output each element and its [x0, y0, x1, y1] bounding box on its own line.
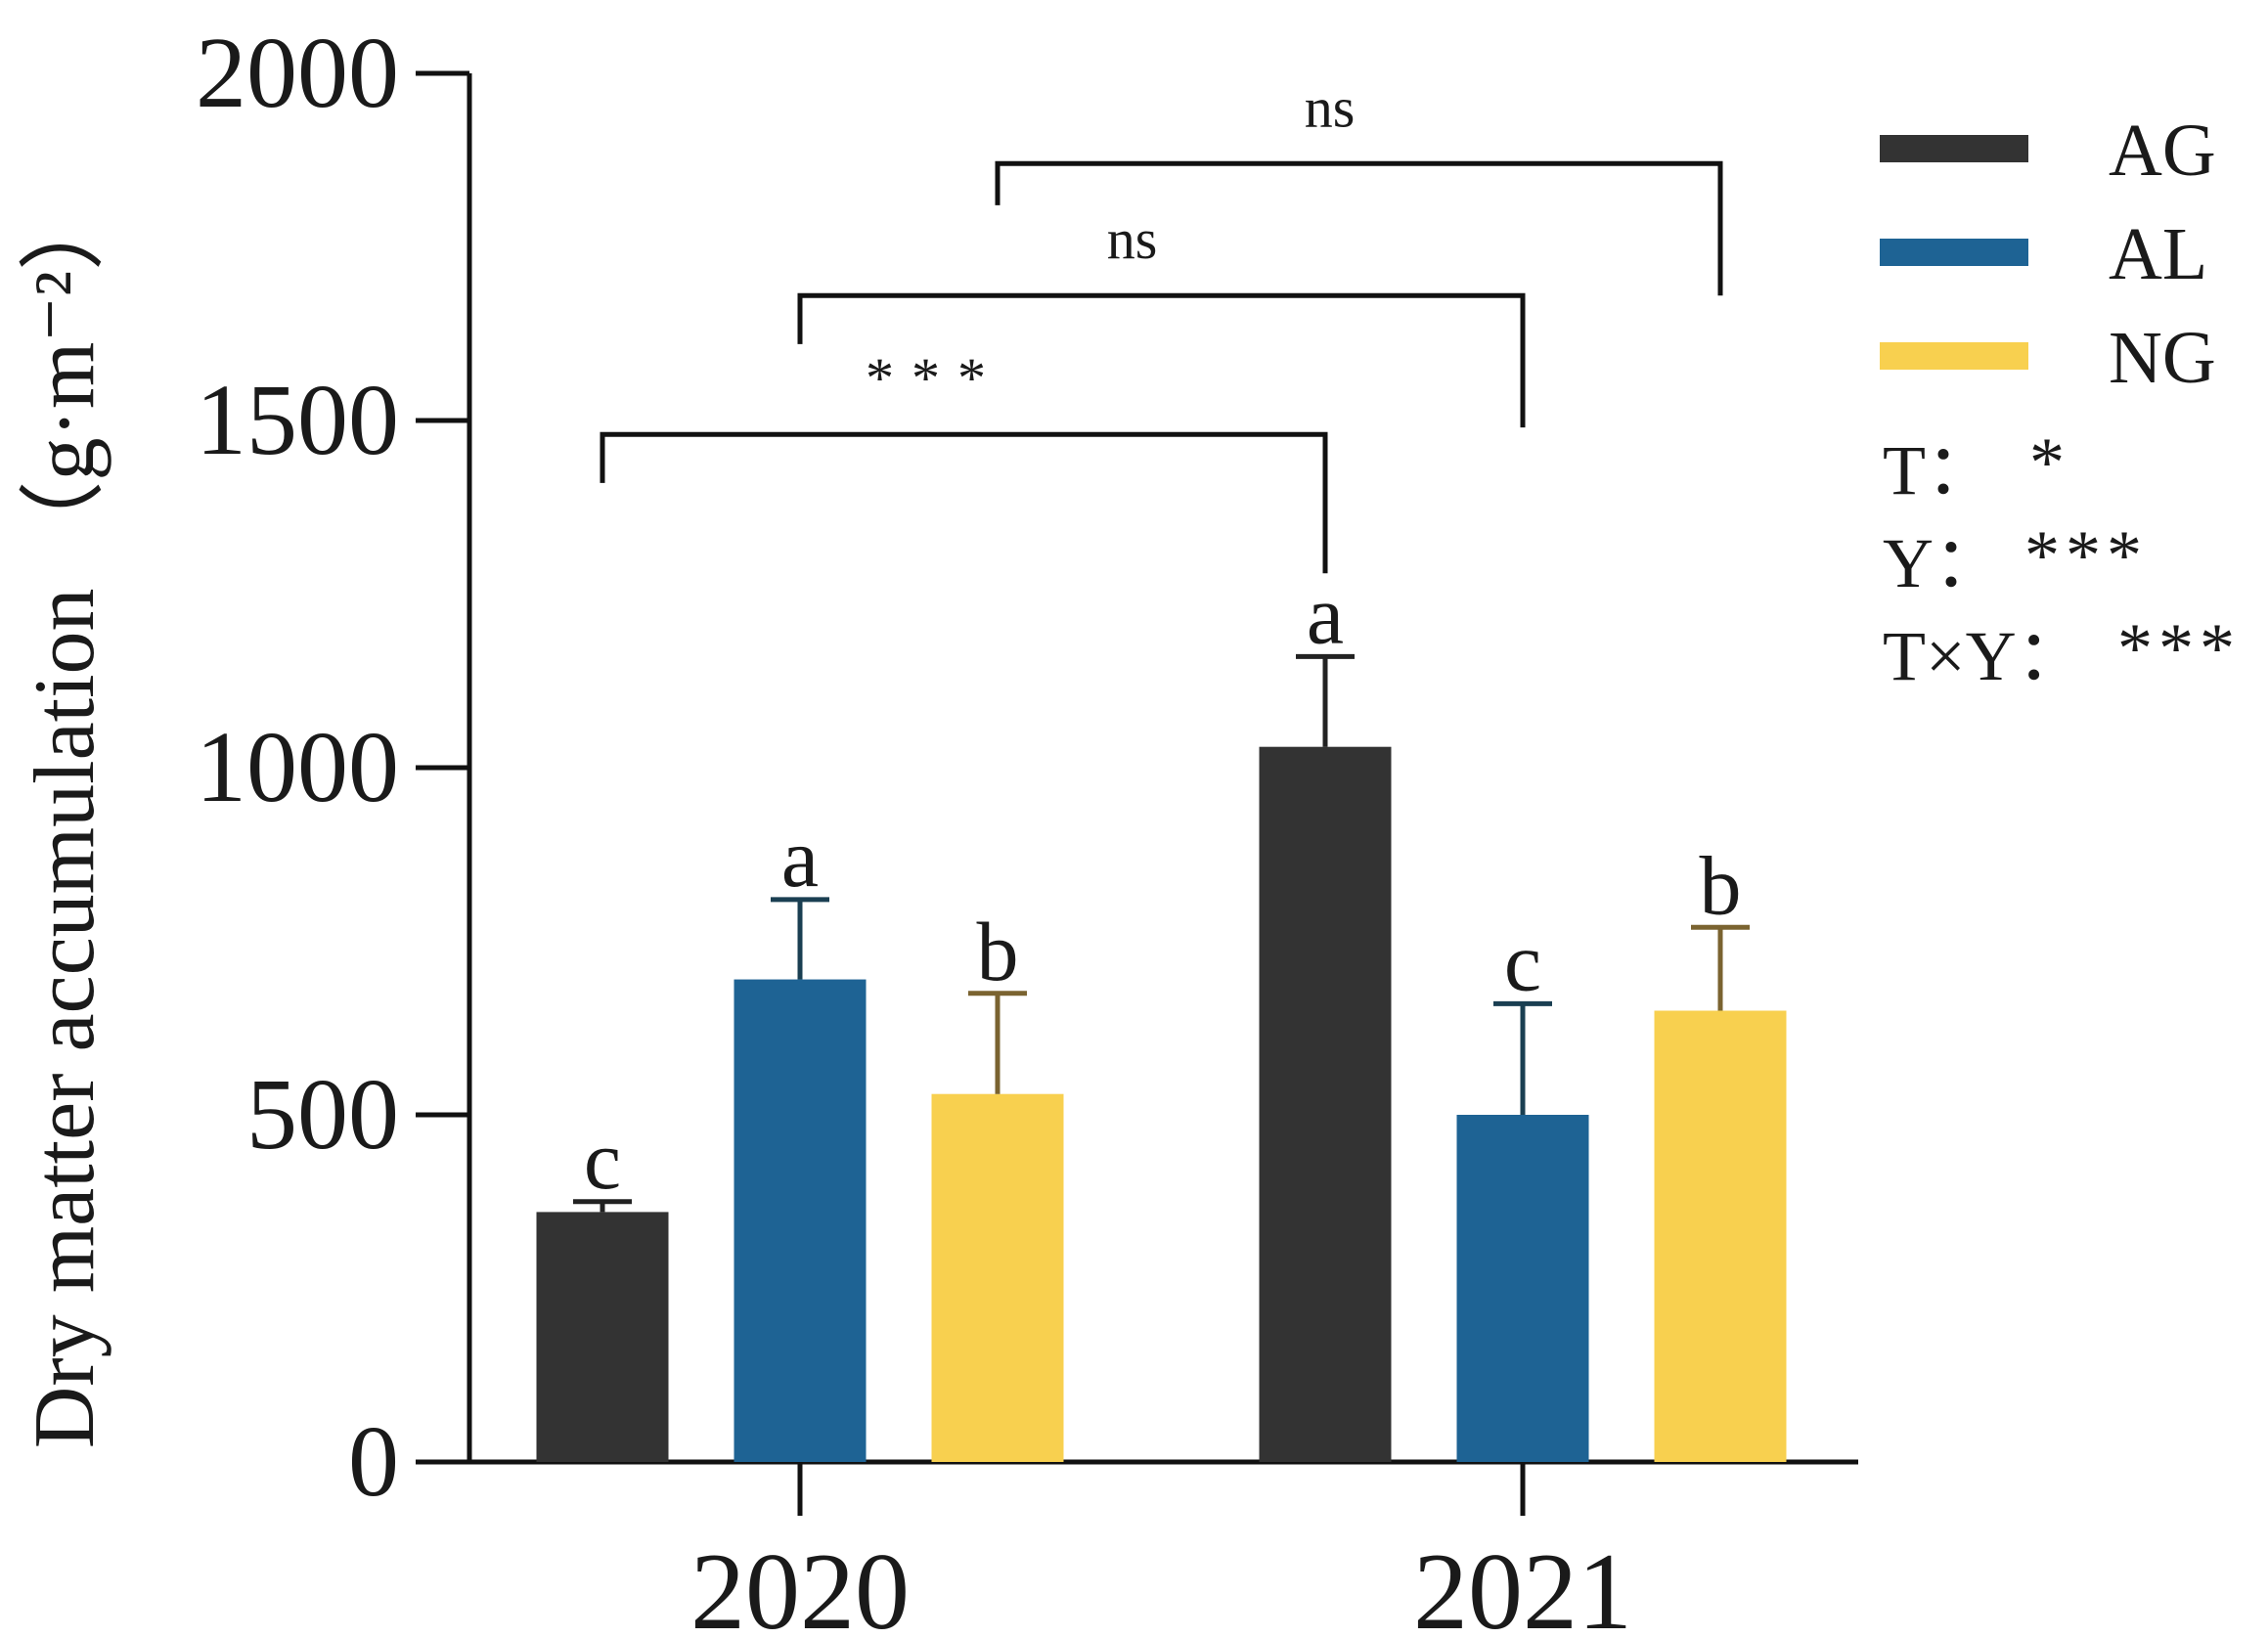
- stat-label: Y：: [1883, 524, 2004, 602]
- bar: [734, 979, 867, 1462]
- legend: AG AL NG: [1880, 110, 2216, 399]
- comparison-label: ns: [1305, 75, 1356, 139]
- comparison-bracket: [797, 292, 1526, 428]
- significance-letter: a: [781, 811, 819, 905]
- y-tick-label: 0: [348, 1405, 399, 1518]
- bar: [536, 1212, 669, 1462]
- bar: [1259, 746, 1392, 1462]
- comparison-bracket: [995, 160, 1723, 296]
- x-tick-label: 2021: [1413, 1531, 1632, 1638]
- y-tick-label: 500: [246, 1058, 399, 1171]
- stats-annotation: T： * Y： *** T×Y： ***: [1883, 423, 2241, 695]
- significance-letter: b: [1700, 838, 1742, 932]
- significance-letter: c: [1504, 914, 1541, 1008]
- stat-label: T×Y：: [1883, 617, 2087, 695]
- comparison-label: ns: [1107, 207, 1158, 271]
- legend-swatch: [1880, 342, 2028, 370]
- bar: [931, 1093, 1064, 1462]
- legend-label: AL: [2109, 213, 2207, 295]
- comparison-label: ***: [866, 346, 1003, 410]
- comparison-bracket: [600, 431, 1328, 574]
- y-tick-label: 1000: [196, 711, 399, 823]
- x-tick-label: 2020: [690, 1531, 910, 1638]
- legend-label: AG: [2109, 110, 2216, 192]
- legend-label: NG: [2109, 317, 2216, 399]
- legend-swatch: [1880, 239, 2028, 266]
- stat-value: *: [2029, 423, 2070, 502]
- bar: [1654, 1010, 1787, 1462]
- legend-swatch: [1880, 135, 2028, 162]
- axes: 0 500 1000 1500 2000 2020 2021: [196, 17, 1858, 1638]
- stat-value: ***: [2117, 609, 2241, 687]
- y-axis-label: Dry matter accumulation （g·m⁻²）: [18, 185, 112, 1448]
- y-tick-label: 1500: [196, 364, 399, 476]
- significance-letter: a: [1307, 567, 1344, 661]
- bars: c a a c b b: [536, 567, 1787, 1462]
- stat-value: ***: [2024, 516, 2148, 595]
- significance-letter: b: [977, 905, 1019, 998]
- bar: [1456, 1115, 1589, 1462]
- stat-label: T：: [1883, 431, 1996, 509]
- y-tick-label: 2000: [196, 17, 399, 129]
- significance-letter: c: [584, 1113, 621, 1207]
- significance-brackets: *** ns ns: [600, 75, 1723, 574]
